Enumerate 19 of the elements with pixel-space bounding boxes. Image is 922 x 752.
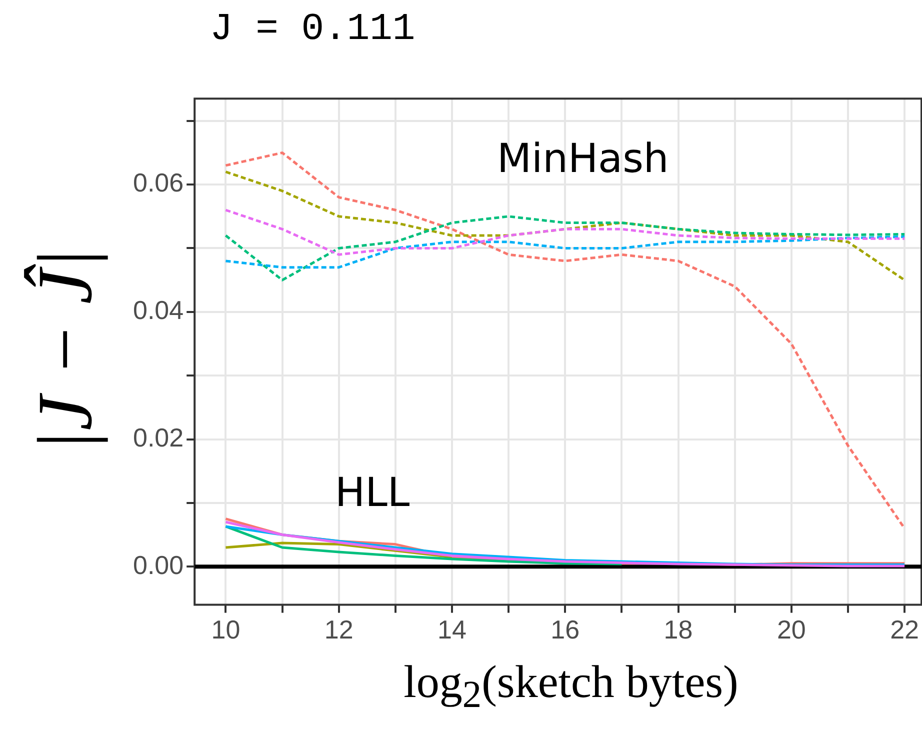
x-axis-title: log$_{2}$(sketch bytes) xyxy=(402,655,740,718)
x-tick-label: 12 xyxy=(324,614,354,645)
y-tick-label: 0.02 xyxy=(132,422,184,452)
chart-title: J = 0.111 xyxy=(210,8,416,51)
line-series xyxy=(224,215,906,282)
x-tick-label: 20 xyxy=(776,614,806,645)
annotation: HLL xyxy=(335,470,410,516)
x-tick-label: 18 xyxy=(664,614,693,645)
line-series xyxy=(224,236,906,269)
x-tick-label: 10 xyxy=(211,614,240,645)
x-tick-label: 14 xyxy=(438,614,466,645)
y-axis-title: |J − Ĵ| xyxy=(20,248,109,452)
y-tick-label: 0.00 xyxy=(132,550,184,580)
x-tick-label: 22 xyxy=(890,614,919,645)
y-tick-label: 0.04 xyxy=(132,295,184,326)
x-tick-label: 16 xyxy=(550,614,580,645)
annotation: MinHash xyxy=(497,136,669,182)
y-tick-label: 0.06 xyxy=(132,168,184,198)
line-series xyxy=(224,208,906,256)
